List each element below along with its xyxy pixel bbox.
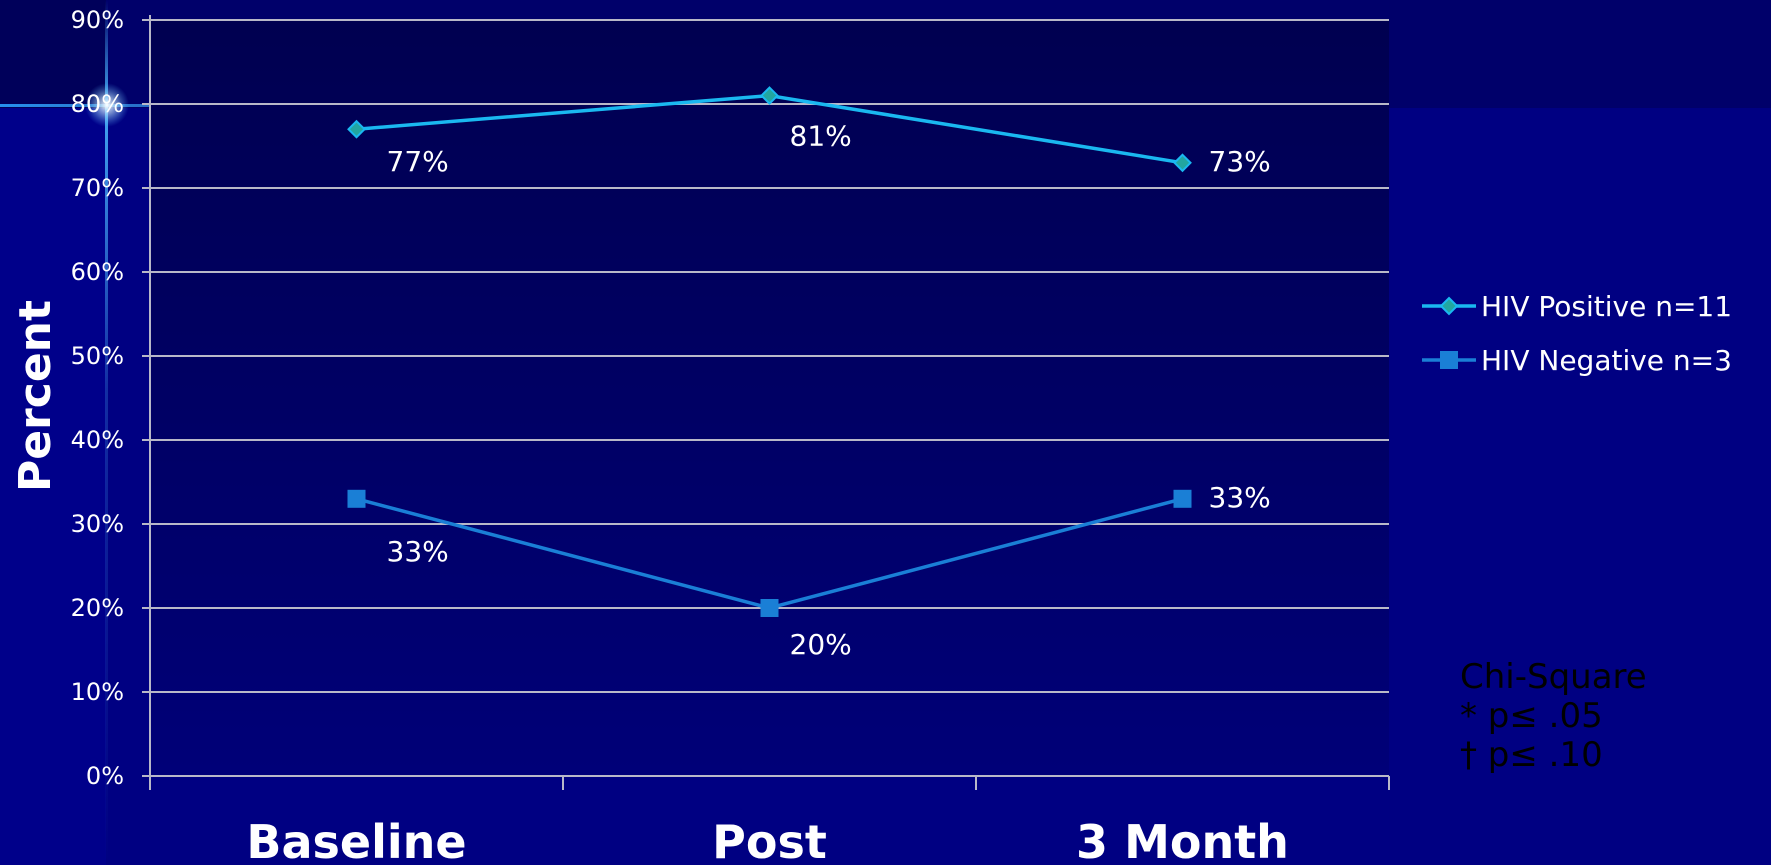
plot-area [150, 20, 1389, 776]
data-point-marker [1173, 153, 1192, 173]
legend-entry-label: HIV Negative n=3 [1481, 344, 1732, 377]
data-point-marker [760, 599, 779, 617]
y-tick-label: 20% [71, 594, 124, 622]
y-tick-label: 0% [86, 762, 124, 790]
data-label: 77% [387, 145, 449, 178]
x-tick-label: Post [712, 815, 827, 865]
y-tick-label: 60% [71, 258, 124, 286]
x-tick-label: Baseline [246, 815, 466, 865]
x-tick-label: 3 Month [1076, 815, 1289, 865]
y-axis-title: Percent [10, 300, 61, 492]
y-tick-label: 50% [71, 342, 124, 370]
y-tick-label: 70% [71, 174, 124, 202]
statistics-note: Chi-Square * p≤ .05 † p≤ .10 [1460, 658, 1647, 775]
y-tick-label: 80% [71, 90, 124, 118]
data-label: 33% [1209, 481, 1271, 514]
data-point-marker [347, 119, 366, 139]
legend-swatch-marker [1439, 296, 1459, 316]
data-point-marker [760, 86, 779, 106]
notes-line-2: † p≤ .10 [1460, 735, 1603, 775]
data-point-marker [347, 489, 366, 508]
notes-title: Chi-Square [1460, 657, 1647, 697]
y-tick-label: 10% [71, 678, 124, 706]
data-label: 33% [387, 535, 449, 568]
data-label: 81% [790, 120, 852, 153]
data-label: 73% [1209, 145, 1271, 178]
y-tick-label: 90% [71, 6, 124, 34]
data-point-marker [1173, 489, 1192, 508]
legend-entry-label: HIV Positive n=11 [1481, 290, 1732, 323]
notes-line-1: * p≤ .05 [1460, 696, 1603, 736]
y-tick-label: 30% [71, 510, 124, 538]
data-label: 20% [790, 628, 852, 661]
legend-swatch-marker [1440, 351, 1458, 369]
y-tick-label: 40% [71, 426, 124, 454]
